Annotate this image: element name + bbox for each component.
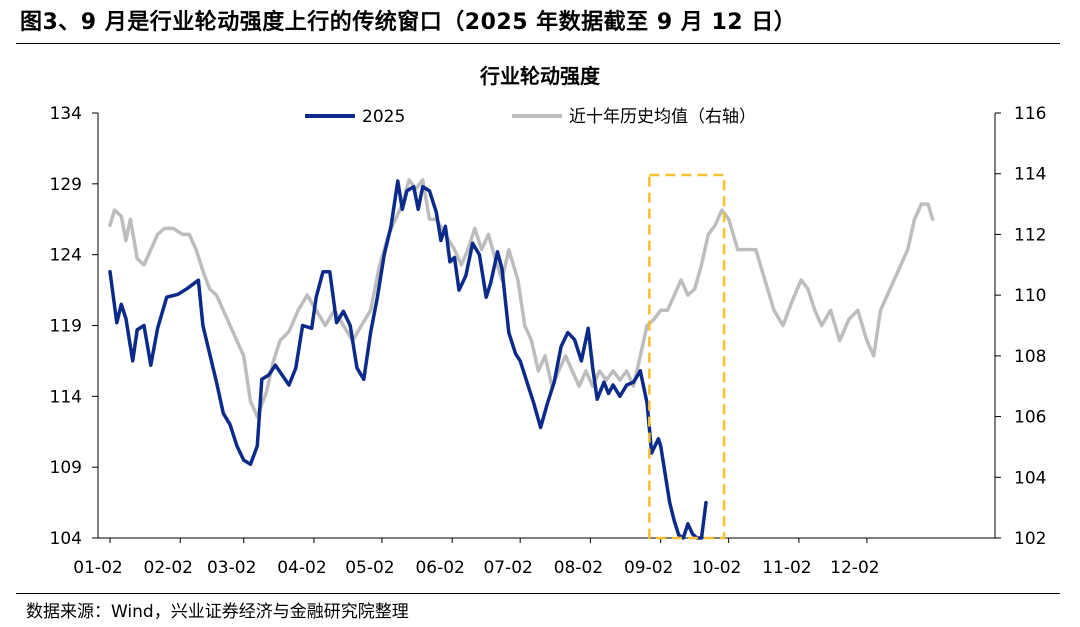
x-tick-label: 05-02 <box>345 558 394 578</box>
y-left-tick-label: 109 <box>50 458 82 478</box>
y-left-tick-label: 119 <box>50 317 82 337</box>
series-line <box>108 178 935 419</box>
x-tick-label: 09-02 <box>624 558 673 578</box>
x-tick-label: 08-02 <box>554 558 603 578</box>
y-right-tick-label: 102 <box>1014 529 1046 549</box>
x-tick-label: 07-02 <box>483 558 532 578</box>
y-left-tick-label: 104 <box>50 529 82 549</box>
y-left-tick-label: 124 <box>50 246 82 266</box>
x-tick-label: 02-02 <box>144 558 193 578</box>
legend-label-hist: 近十年历史均值（右轴） <box>569 107 756 127</box>
series-2025 <box>108 179 708 540</box>
series-line <box>108 179 708 540</box>
x-ticks: 01-02 02-02 03-02 04-02 05-02 06-02 07-02 08-02… <box>73 538 880 578</box>
x-tick-label: 11-02 <box>762 558 811 578</box>
x-tick-label: 12-02 <box>830 558 879 578</box>
bottom-rule <box>16 593 1060 594</box>
legend-label-2025: 2025 <box>362 107 405 127</box>
series-hist-avg <box>108 178 935 419</box>
y-right-tick-label: 110 <box>1014 286 1046 306</box>
line-chart: 行业轮动强度 2025 近十年历史均值（右轴） 1041091141191241… <box>50 64 1047 578</box>
y-right-ticks: 102 104 106 108 110 112 114 116 <box>995 104 1046 549</box>
x-tick-label: 03-02 <box>207 558 256 578</box>
y-right-tick-label: 114 <box>1014 165 1046 185</box>
chart-title: 行业轮动强度 <box>479 64 601 88</box>
y-right-tick-label: 108 <box>1014 347 1046 367</box>
plot-area: 104 109 114 119 124 129 134 102 104 106 108 110 112… <box>50 104 1047 578</box>
y-right-tick-label: 104 <box>1014 468 1046 488</box>
y-right-tick-label: 116 <box>1014 104 1046 124</box>
y-left-tick-label: 114 <box>50 387 82 407</box>
top-rule <box>16 43 1060 44</box>
y-right-tick-label: 112 <box>1014 225 1046 245</box>
y-left-tick-label: 129 <box>50 175 82 195</box>
x-tick-label: 10-02 <box>692 558 741 578</box>
source-note: 数据来源：Wind，兴业证券经济与金融研究院整理 <box>26 602 409 622</box>
figure-title: 图3、9 月是行业轮动强度上行的传统窗口（2025 年数据截至 9 月 12 日… <box>20 10 797 35</box>
y-right-tick-label: 106 <box>1014 408 1046 428</box>
legend: 2025 近十年历史均值（右轴） <box>305 107 756 127</box>
y-left-tick-label: 134 <box>50 104 82 124</box>
highlight-box <box>648 173 726 540</box>
x-tick-label: 04-02 <box>277 558 326 578</box>
y-left-ticks: 104 109 114 119 124 129 134 <box>50 104 98 549</box>
x-tick-label: 01-02 <box>73 558 122 578</box>
x-tick-label: 06-02 <box>415 558 464 578</box>
